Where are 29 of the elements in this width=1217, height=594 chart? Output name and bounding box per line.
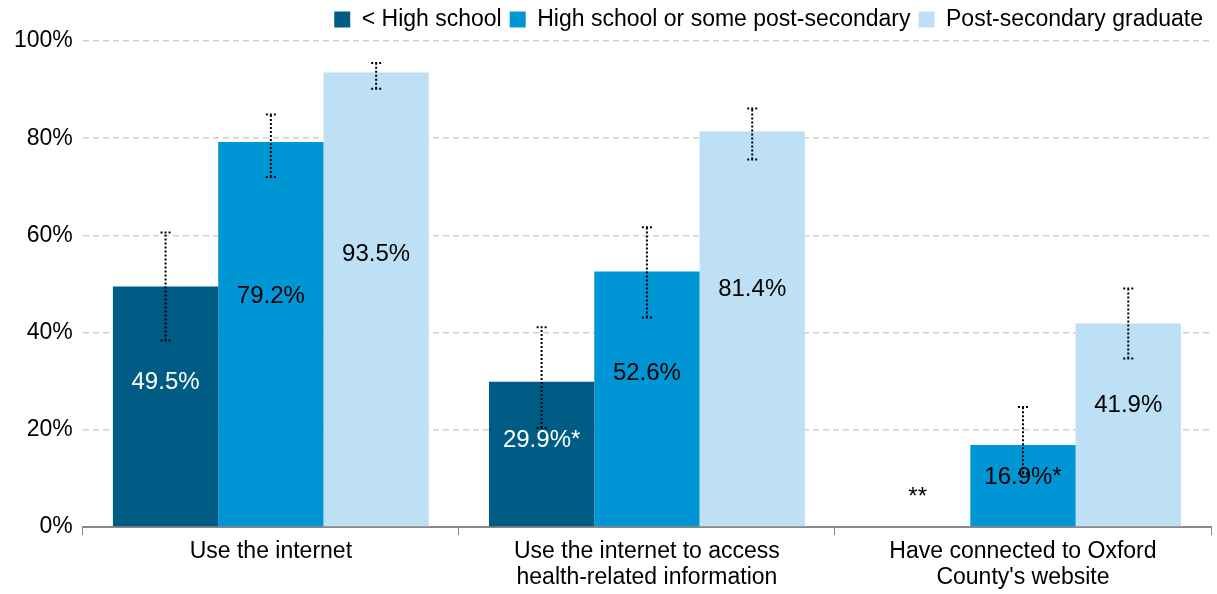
x-tick-label: Use the internet: [189, 536, 353, 563]
data-label: 52.6%: [612, 358, 681, 386]
y-tick-label: 0%: [39, 512, 73, 539]
x-tick-label: Use the internet to access health-related information: [513, 536, 780, 590]
data-label: 16.9%*: [984, 462, 1062, 490]
bar: [112, 286, 219, 527]
x-tick-label: Have connected to Oxford County's website: [889, 536, 1157, 590]
data-label: 79.2%: [236, 280, 305, 308]
text: **: [908, 481, 928, 509]
y-tick-label: 100%: [14, 26, 73, 53]
bar: [594, 271, 700, 527]
y-tick-label: 60%: [26, 220, 73, 247]
legend-label: Post-secondary graduate: [946, 4, 1204, 31]
y-tick-label: 40%: [26, 318, 73, 344]
bar: [1075, 323, 1181, 527]
y-tick-label: 80%: [26, 123, 73, 150]
data-label: 49.5%: [131, 367, 200, 395]
y-tick-label: 20%: [26, 415, 73, 442]
bar: [218, 142, 324, 527]
data-label: 29.9%*: [502, 424, 581, 452]
legend-label: < High school: [361, 4, 502, 31]
bar: [488, 381, 595, 527]
bar: [699, 131, 805, 527]
data-label: 93.5%: [342, 239, 411, 267]
data-label: 81.4%: [718, 274, 787, 302]
legend-label: High school or some post-secondary: [537, 4, 912, 31]
data-label: 41.9%: [1094, 389, 1163, 417]
bar: [323, 72, 429, 527]
bar: [970, 444, 1076, 527]
